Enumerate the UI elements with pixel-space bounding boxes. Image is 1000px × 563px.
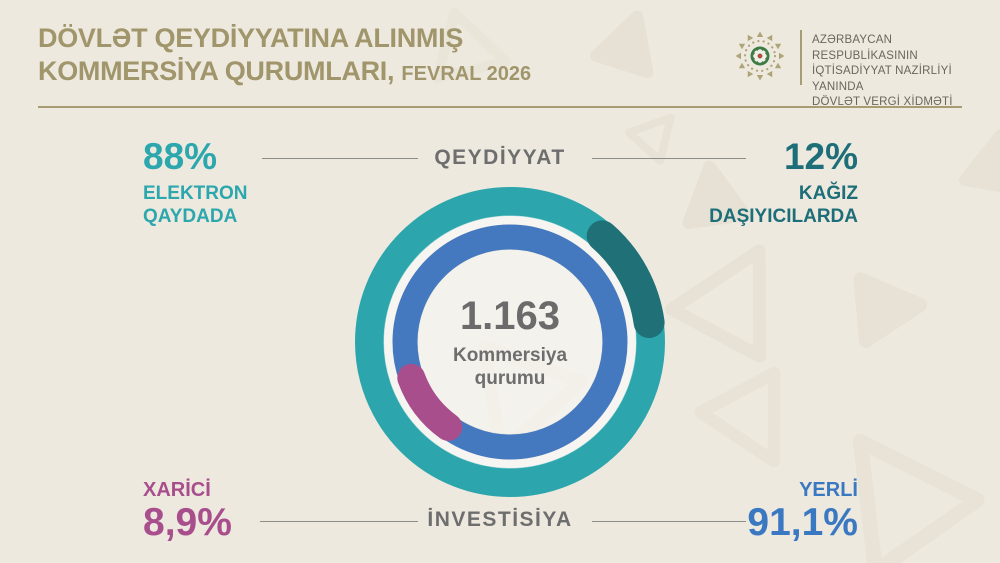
stat-paper-label-line2: DAŞIYICILARDA bbox=[709, 206, 858, 227]
stat-electronic: 88% ELEKTRON QAYDADA bbox=[143, 138, 248, 228]
donut-center-disc bbox=[418, 250, 602, 434]
donut-inner-ring-local bbox=[392, 224, 628, 460]
page-title-line1: DÖVLƏT QEYDİYYATINA ALINMIŞ bbox=[38, 23, 464, 53]
donut-outer-segment-paper bbox=[586, 220, 665, 338]
stat-electronic-label-line2: QAYDADA bbox=[143, 206, 238, 227]
org-name-line2: İQTİSADİYYAT NAZİRLİYİ YANINDA bbox=[812, 65, 952, 93]
org-name: AZƏRBAYCAN RESPUBLİKASININ İQTİSADİYYAT … bbox=[812, 33, 1000, 111]
connector-line-bottom-right bbox=[592, 521, 746, 522]
page-title: DÖVLƏT QEYDİYYATINA ALINMIŞ KOMMERSİYA Q… bbox=[38, 22, 531, 91]
total-count: 1.163 bbox=[459, 293, 561, 338]
logo-text-divider bbox=[800, 30, 802, 85]
donut-chart bbox=[355, 187, 665, 497]
header-divider bbox=[38, 106, 962, 108]
connector-line-top-left bbox=[262, 158, 418, 159]
stat-foreign-value: 8,9% bbox=[143, 501, 232, 544]
total-count-label-line1: Kommersiya bbox=[452, 344, 568, 366]
stat-paper: 12% KAĞIZ DAŞIYICILARDA bbox=[709, 138, 858, 228]
connector-line-top-right bbox=[592, 158, 746, 159]
donut-inner-segment-foreign bbox=[397, 363, 463, 441]
stat-paper-value: 12% bbox=[783, 136, 858, 177]
page-title-line2: KOMMERSİYA QURUMLARI, FEVRAL 2026 bbox=[38, 56, 532, 86]
ring-label-investment: İNVESTİSİYA bbox=[427, 508, 573, 531]
org-name-line1: AZƏRBAYCAN RESPUBLİKASININ bbox=[812, 34, 918, 62]
stat-paper-label-line1: KAĞIZ bbox=[798, 183, 858, 204]
page-title-period: FEVRAL 2026 bbox=[401, 63, 532, 85]
ring-label-registration: QEYDİYYAT bbox=[434, 146, 566, 169]
stat-local: YERLİ 91,1% bbox=[747, 478, 858, 544]
stat-local-label: YERLİ bbox=[799, 479, 858, 501]
donut-ring-gap bbox=[383, 215, 637, 469]
stat-foreign: XARİCİ 8,9% bbox=[143, 478, 232, 544]
connector-line-bottom-left bbox=[260, 521, 418, 522]
org-name-line3: DÖVLƏT VERGİ XİDMƏTİ bbox=[812, 96, 953, 108]
tax-service-emblem-icon bbox=[735, 31, 785, 81]
stat-electronic-label-line1: ELEKTRON bbox=[143, 183, 248, 204]
stat-electronic-value: 88% bbox=[143, 136, 218, 177]
stat-foreign-label: XARİCİ bbox=[143, 479, 211, 501]
donut-outer-ring-electronic bbox=[355, 187, 665, 497]
donut-center-text: 1.163 Kommersiya qurumu bbox=[350, 182, 670, 502]
total-count-label-line2: qurumu bbox=[474, 367, 546, 389]
stat-local-value: 91,1% bbox=[747, 501, 858, 544]
